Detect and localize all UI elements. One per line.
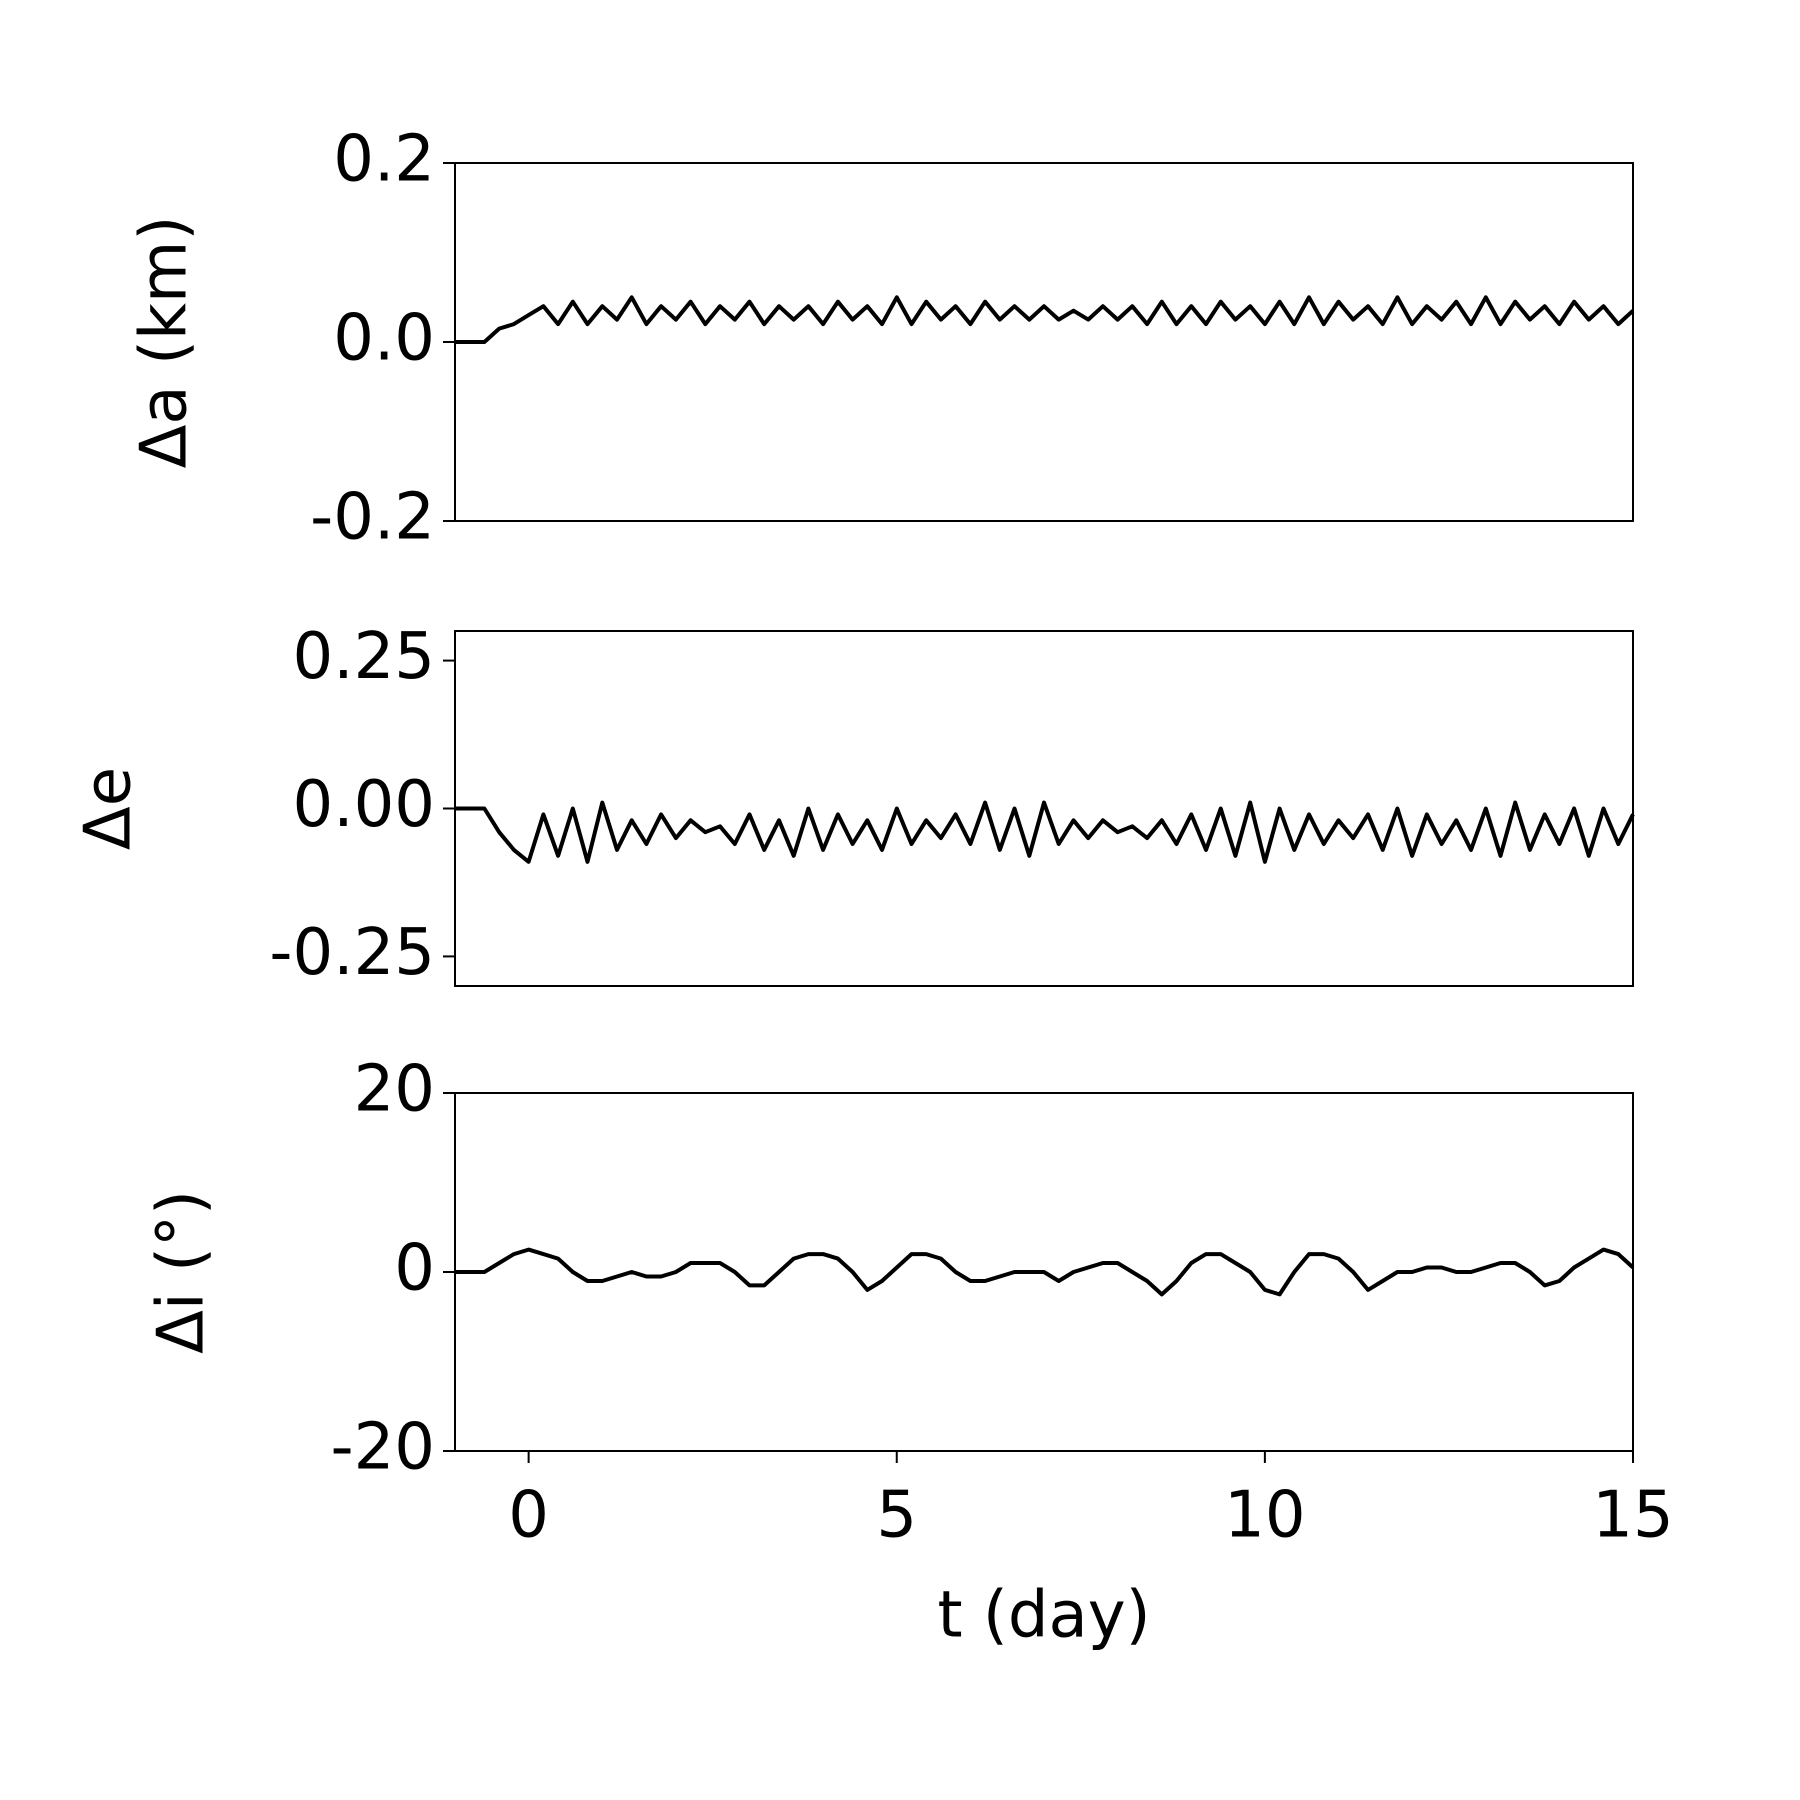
- y-tick-label: 0: [394, 1232, 435, 1306]
- y-axis-label: Δi (°): [145, 1190, 219, 1354]
- y-tick-label: -0.25: [269, 916, 435, 990]
- y-axis-label: Δa (km): [128, 216, 202, 469]
- x-axis-label: t (day): [937, 1579, 1150, 1653]
- x-tick-label: 5: [876, 1479, 917, 1553]
- axes-frame: [454, 162, 1634, 522]
- axes-frame: [454, 630, 1634, 987]
- y-tick-label: -0.2: [310, 481, 435, 555]
- y-tick-label: 0.00: [293, 768, 436, 842]
- x-tick-label: 15: [1592, 1479, 1673, 1553]
- axes-frame: [454, 1092, 1634, 1452]
- y-tick-label: 0.25: [293, 620, 436, 694]
- data-line: [455, 295, 1635, 344]
- data-line: [455, 1247, 1635, 1297]
- y-tick-label: -20: [330, 1411, 435, 1485]
- y-tick-label: 0.0: [333, 302, 435, 376]
- x-tick-label: 10: [1224, 1479, 1305, 1553]
- y-axis-label: Δe: [72, 767, 146, 850]
- data-line: [455, 800, 1635, 864]
- y-tick-label: 0.2: [333, 123, 435, 197]
- y-tick-label: 20: [354, 1053, 435, 1127]
- x-tick-label: 0: [508, 1479, 549, 1553]
